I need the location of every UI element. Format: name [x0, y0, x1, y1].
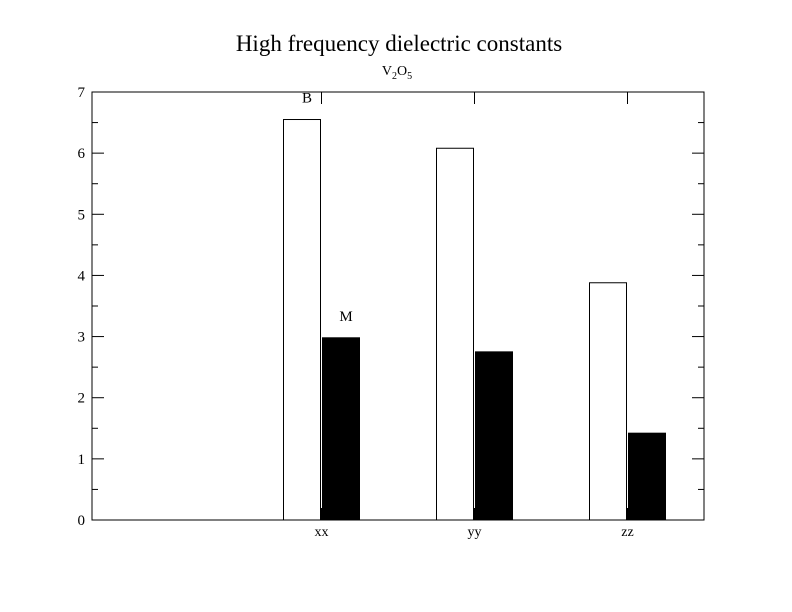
y-tick-label: 7: [78, 85, 86, 101]
bars-layer: [283, 119, 666, 521]
bar-b-xx: [283, 119, 321, 521]
y-tick-label: 1: [78, 452, 86, 468]
subtitle-sub-2: 5: [407, 71, 412, 82]
bar-annotation-b: B: [302, 91, 312, 107]
bar-b-yy: [436, 147, 474, 521]
chart-title: High frequency dielectric constants: [236, 31, 562, 56]
y-tick-label: 4: [78, 268, 86, 284]
x-tick-label-yy: yy: [468, 525, 482, 540]
subtitle-base-2: O: [397, 64, 407, 79]
axes-layer: [91, 91, 705, 521]
y-tick-label: 2: [78, 391, 86, 407]
bar-annotation-m: M: [339, 309, 352, 325]
chart-subtitle: V2O5: [382, 64, 412, 82]
bar-m-yy: [475, 351, 513, 521]
bar-m-zz: [628, 432, 666, 521]
y-tick-label: 5: [78, 207, 86, 223]
x-tick-label-xx: xx: [315, 525, 329, 540]
y-tick-label: 0: [78, 513, 86, 529]
x-tick-label-zz: zz: [621, 525, 633, 540]
bar-m-xx: [322, 337, 360, 521]
y-tick-label: 6: [78, 146, 86, 162]
bar-b-zz: [589, 282, 627, 521]
subtitle-base-1: V: [382, 64, 392, 79]
labels-layer: 0 1 2 3 4 5 6 7 xx yy zz B M: [78, 85, 634, 540]
subtitle-sub-1: 2: [392, 71, 397, 82]
y-tick-label: 3: [78, 330, 86, 346]
